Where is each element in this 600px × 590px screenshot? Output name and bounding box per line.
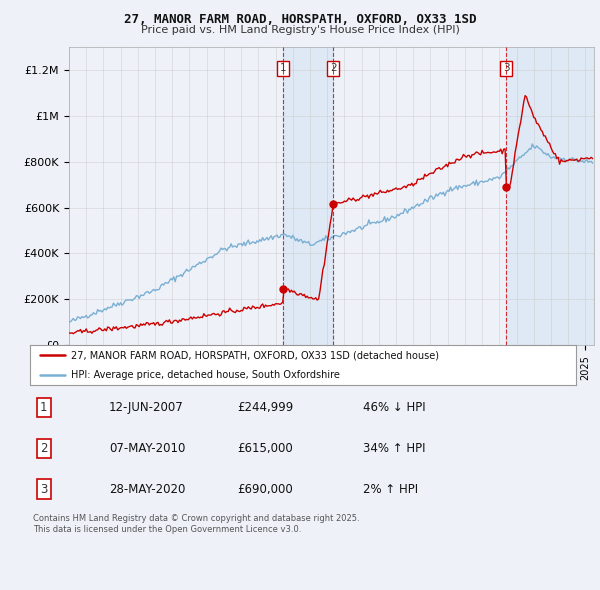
Bar <box>283 47 333 345</box>
Text: 2% ↑ HPI: 2% ↑ HPI <box>363 483 418 496</box>
Text: 07-MAY-2010: 07-MAY-2010 <box>109 442 185 455</box>
Text: 2: 2 <box>330 63 337 73</box>
Text: 3: 3 <box>40 483 47 496</box>
Text: 12-JUN-2007: 12-JUN-2007 <box>109 401 184 414</box>
Text: 3: 3 <box>503 63 509 73</box>
Text: 27, MANOR FARM ROAD, HORSPATH, OXFORD, OX33 1SD (detached house): 27, MANOR FARM ROAD, HORSPATH, OXFORD, O… <box>71 350 439 360</box>
Text: 1: 1 <box>280 63 287 73</box>
Text: 2: 2 <box>40 442 47 455</box>
Text: £244,999: £244,999 <box>238 401 294 414</box>
Text: 46% ↓ HPI: 46% ↓ HPI <box>363 401 425 414</box>
Text: 28-MAY-2020: 28-MAY-2020 <box>109 483 185 496</box>
Text: 27, MANOR FARM ROAD, HORSPATH, OXFORD, OX33 1SD: 27, MANOR FARM ROAD, HORSPATH, OXFORD, O… <box>124 13 476 26</box>
Text: 1: 1 <box>40 401 47 414</box>
Bar <box>506 47 594 345</box>
Text: Price paid vs. HM Land Registry's House Price Index (HPI): Price paid vs. HM Land Registry's House … <box>140 25 460 35</box>
Text: HPI: Average price, detached house, South Oxfordshire: HPI: Average price, detached house, Sout… <box>71 370 340 379</box>
Text: 34% ↑ HPI: 34% ↑ HPI <box>363 442 425 455</box>
Text: Contains HM Land Registry data © Crown copyright and database right 2025.
This d: Contains HM Land Registry data © Crown c… <box>33 514 359 534</box>
Text: £690,000: £690,000 <box>238 483 293 496</box>
Text: £615,000: £615,000 <box>238 442 293 455</box>
